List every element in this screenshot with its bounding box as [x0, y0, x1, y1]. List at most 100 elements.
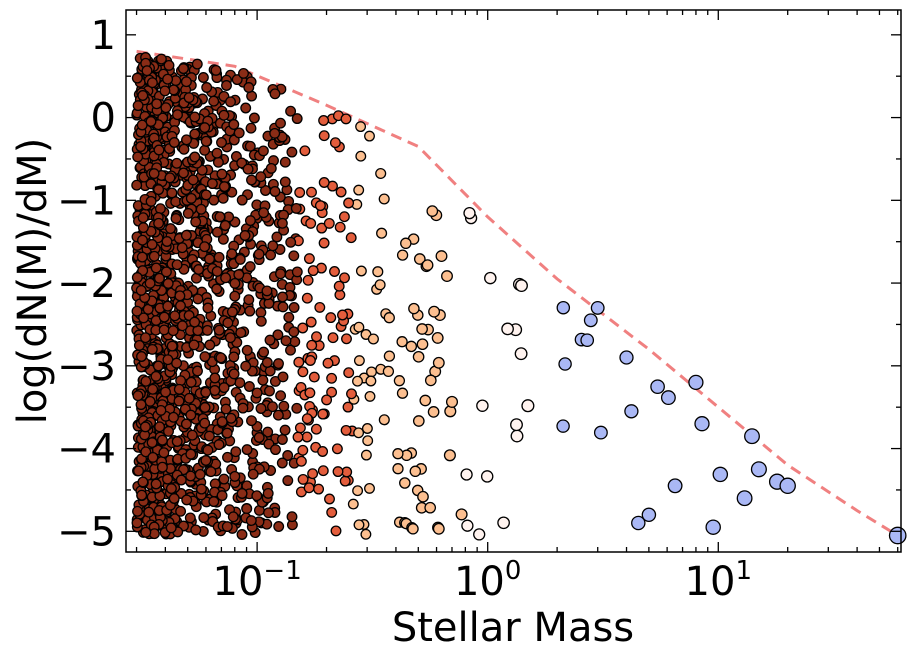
data-point — [241, 344, 253, 356]
data-point — [222, 317, 234, 329]
data-point — [183, 92, 195, 104]
data-point — [221, 80, 232, 91]
data-point — [510, 429, 524, 443]
data-point — [736, 490, 753, 507]
data-point — [229, 470, 241, 482]
data-point — [339, 475, 351, 487]
data-point — [212, 156, 224, 168]
data-point — [152, 360, 164, 372]
data-point — [360, 449, 372, 461]
data-point — [313, 483, 325, 495]
data-point — [131, 72, 143, 84]
data-point — [376, 227, 388, 239]
data-point — [145, 195, 157, 207]
data-point — [343, 197, 355, 209]
data-point — [297, 366, 309, 378]
data-point — [277, 291, 288, 303]
data-point — [750, 461, 767, 478]
data-point — [497, 516, 510, 530]
data-point — [650, 379, 665, 395]
data-point — [285, 236, 297, 248]
data-point — [331, 443, 343, 455]
data-point — [352, 375, 363, 387]
data-point — [211, 226, 223, 238]
data-point — [345, 232, 357, 244]
data-point — [257, 145, 269, 157]
data-point — [273, 358, 284, 370]
data-point — [378, 414, 390, 426]
data-point — [174, 290, 186, 302]
data-point — [243, 82, 255, 93]
data-point — [180, 418, 192, 430]
data-point — [660, 390, 676, 406]
y-tick-label: −1 — [57, 178, 116, 224]
data-point — [197, 72, 209, 83]
data-point — [148, 250, 160, 262]
data-point — [180, 229, 192, 241]
data-point — [171, 157, 183, 169]
data-point — [187, 174, 199, 186]
data-point — [273, 521, 285, 532]
data-point — [244, 261, 256, 273]
data-point — [165, 483, 177, 495]
data-point — [175, 474, 187, 486]
data-point — [135, 399, 147, 411]
data-point — [153, 144, 165, 156]
data-point — [521, 399, 535, 413]
data-point — [355, 121, 367, 133]
data-point — [333, 280, 345, 292]
data-point — [590, 300, 605, 315]
data-point — [168, 493, 180, 504]
data-point — [163, 425, 174, 437]
data-point — [141, 65, 153, 77]
data-point — [137, 476, 149, 488]
data-point — [154, 203, 166, 215]
data-point — [186, 429, 198, 441]
data-point — [244, 305, 256, 317]
data-point — [170, 213, 182, 224]
data-point — [288, 326, 300, 338]
data-point — [132, 390, 144, 402]
data-point — [295, 455, 307, 467]
data-point — [744, 428, 760, 445]
data-point — [246, 415, 257, 427]
data-point — [334, 221, 346, 233]
data-point — [294, 187, 306, 198]
data-point — [136, 351, 147, 362]
data-point — [164, 172, 176, 184]
data-point — [190, 524, 202, 536]
data-point — [324, 493, 335, 505]
data-point — [216, 137, 227, 148]
points-layer — [131, 52, 907, 545]
data-point — [285, 105, 297, 117]
data-point — [353, 519, 365, 531]
data-point — [243, 294, 255, 306]
y-tick-label: −4 — [57, 427, 116, 473]
data-point — [297, 444, 309, 456]
data-point — [580, 333, 595, 348]
data-point — [167, 325, 179, 337]
data-point — [347, 498, 359, 510]
data-point — [137, 90, 149, 101]
data-point — [399, 477, 411, 489]
data-point — [353, 427, 365, 439]
data-point — [144, 277, 156, 289]
data-point — [480, 470, 494, 483]
data-point — [200, 455, 212, 466]
data-point — [146, 77, 158, 89]
data-point — [238, 67, 249, 79]
data-point — [426, 205, 439, 217]
data-point — [158, 447, 170, 459]
data-point — [432, 356, 445, 369]
data-point — [667, 478, 683, 494]
data-point — [131, 179, 143, 191]
data-point — [150, 262, 162, 274]
data-point — [236, 157, 248, 169]
data-point — [285, 344, 296, 356]
data-point — [275, 390, 287, 402]
data-point — [372, 266, 384, 278]
y-axis-label: log(dN(M)/dM) — [10, 138, 56, 425]
data-point — [556, 419, 570, 433]
data-point — [199, 144, 211, 156]
data-point — [218, 181, 230, 193]
